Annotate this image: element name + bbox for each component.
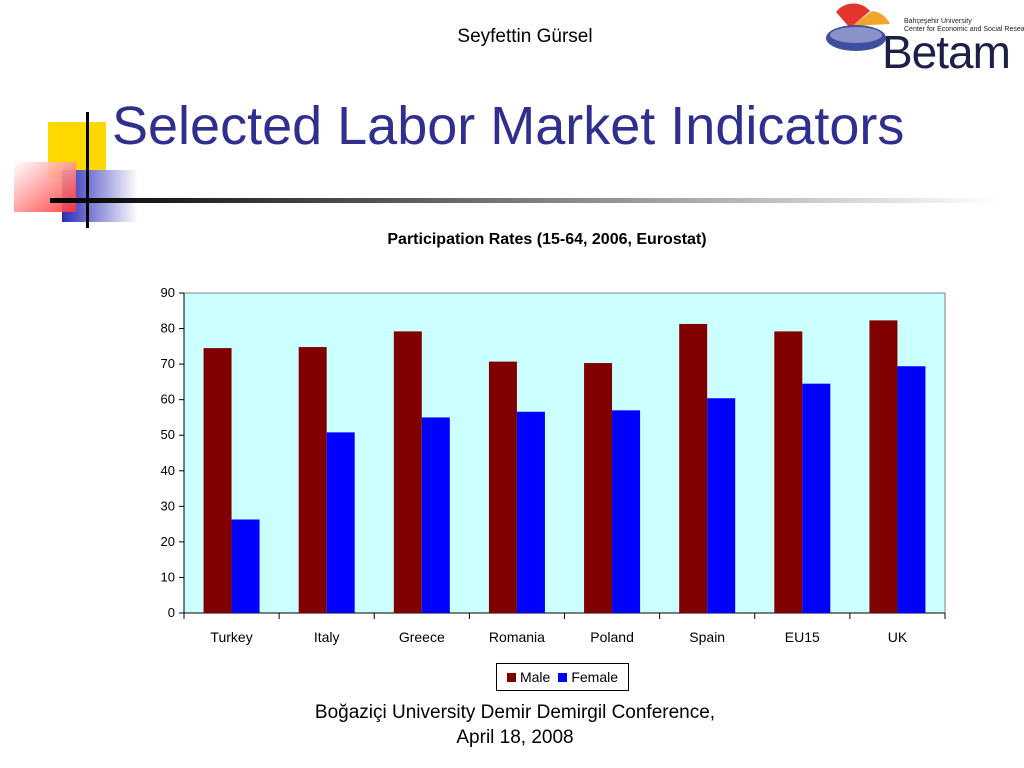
bar-male-turkey	[203, 348, 232, 613]
y-tick-label: 10	[161, 569, 175, 584]
logo-university: Bahçeşehir University	[904, 18, 972, 25]
y-tick-label: 90	[161, 285, 175, 300]
bar-male-romania	[488, 361, 517, 613]
y-tick-label: 30	[161, 498, 175, 513]
vertical-rule	[86, 112, 89, 228]
betam-logo: Bahçeşehir University Center for Economi…	[822, 2, 1024, 78]
bar-female-romania	[516, 411, 545, 613]
bar-female-eu15	[802, 383, 831, 613]
footer-line-2: April 18, 2008	[456, 727, 574, 748]
legend-label-male: Male	[519, 669, 551, 685]
logo-subtitle: Bahçeşehir University Center for Economi…	[904, 18, 1024, 34]
bar-male-greece	[393, 331, 422, 613]
legend-item-female: Female	[558, 669, 618, 685]
x-tick-label: Greece	[399, 629, 445, 645]
legend-label-female: Female	[571, 669, 619, 685]
bar-female-poland	[612, 410, 641, 613]
legend-item-male: Male	[506, 669, 551, 685]
footer-line-1: Boğaziçi University Demir Demirgil Confe…	[314, 702, 716, 723]
slide-footer: Boğaziçi University Demir Demirgil Confe…	[260, 700, 770, 750]
x-tick-label: Turkey	[210, 629, 252, 645]
bar-male-italy	[298, 347, 327, 613]
y-tick-label: 60	[161, 392, 175, 407]
chart-legend: Male Female	[496, 663, 629, 691]
bar-male-uk	[869, 320, 898, 613]
bar-female-greece	[421, 417, 450, 613]
bar-male-poland	[584, 363, 613, 613]
bar-female-turkey	[231, 519, 260, 613]
y-tick-label: 0	[168, 605, 175, 620]
bar-female-uk	[897, 366, 926, 613]
bar-female-italy	[326, 432, 355, 613]
legend-swatch-male	[506, 672, 516, 682]
x-tick-label: Italy	[314, 629, 340, 645]
bar-male-spain	[679, 323, 708, 613]
y-tick-label: 80	[161, 321, 175, 336]
participation-bar-chart: 0 10 20 30 40 50 60 70 80 90 Turkey Italy Greece Roma…	[161, 285, 946, 645]
plot-area	[183, 292, 946, 614]
x-tick-label: Romania	[489, 629, 545, 645]
x-tick-label: Poland	[590, 629, 634, 645]
y-tick-label: 40	[161, 463, 175, 478]
chart-title: Participation Rates (15-64, 2006, Eurost…	[387, 231, 707, 248]
pie-logo-icon	[826, 3, 890, 51]
legend-swatch-female	[558, 672, 568, 682]
bar-female-spain	[707, 398, 736, 613]
red-square	[14, 162, 76, 212]
slide-title: Selected Labor Market Indicators	[112, 96, 905, 156]
y-tick-label: 20	[161, 534, 175, 549]
title-decoration	[14, 112, 1000, 228]
y-tick-label: 70	[161, 356, 175, 371]
x-tick-label: UK	[888, 629, 908, 645]
title-underline	[50, 198, 1000, 203]
author-name: Seyfettin Gürsel	[457, 26, 593, 47]
x-tick-label: Spain	[689, 629, 725, 645]
logo-center: Center for Economic and Social Research	[904, 26, 1024, 33]
logo-wordmark: Betam	[882, 26, 1011, 78]
bar-male-eu15	[774, 331, 803, 613]
x-tick-label: EU15	[785, 629, 820, 645]
y-tick-label: 50	[161, 427, 175, 442]
